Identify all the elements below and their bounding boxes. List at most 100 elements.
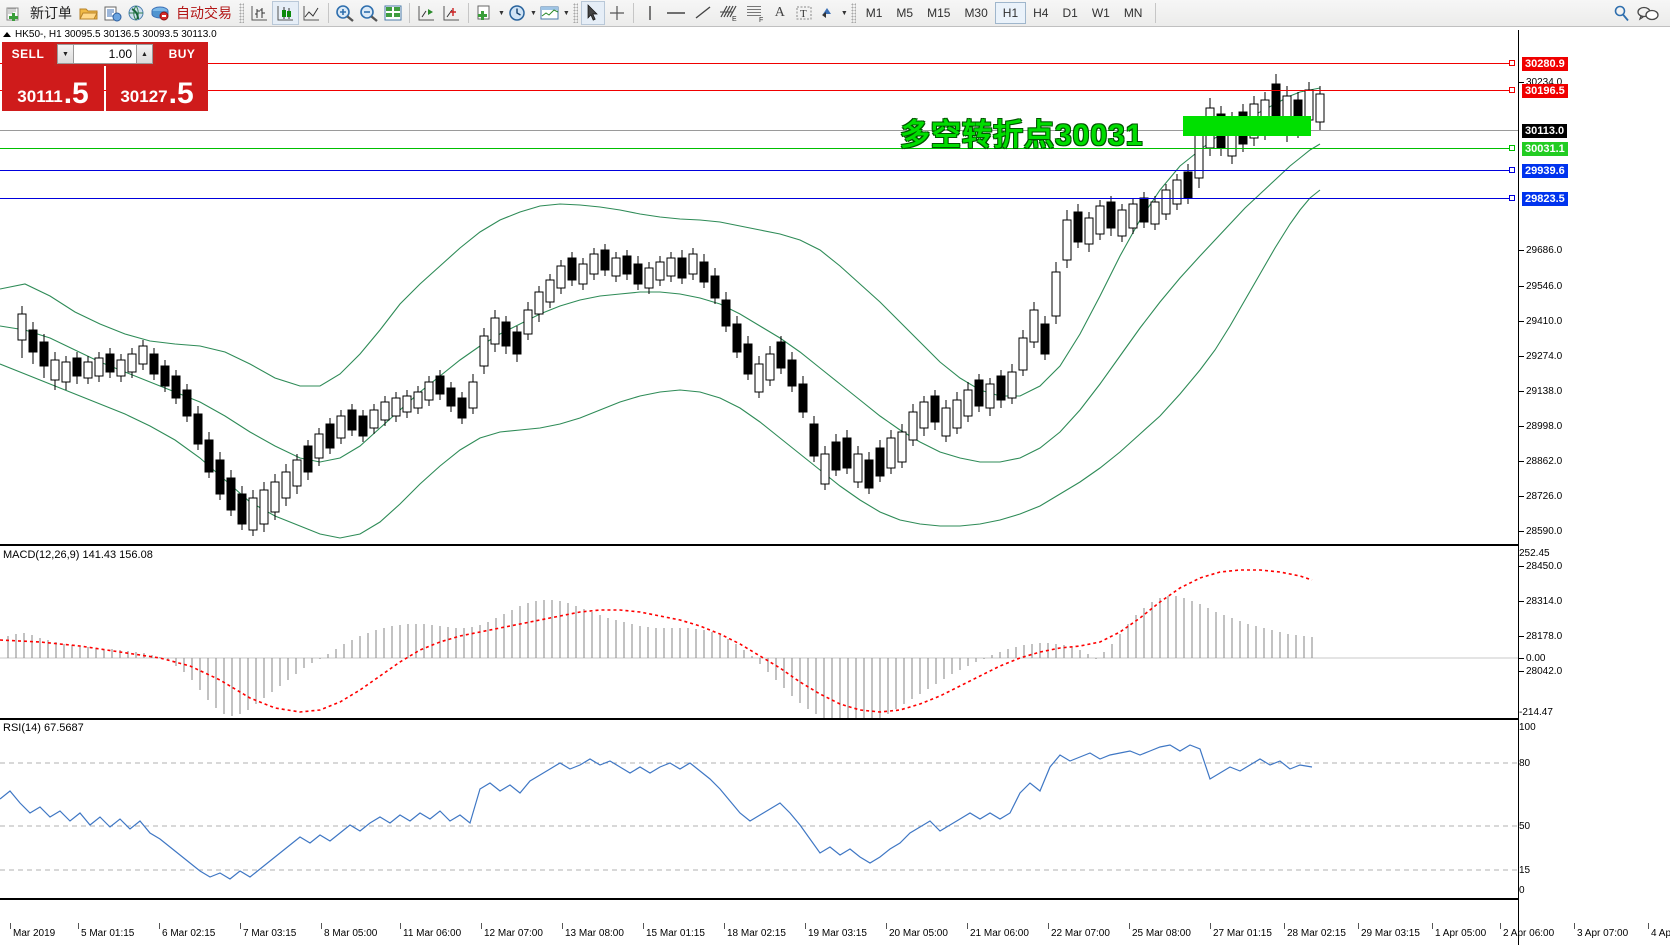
level-line-stop-level-red[interactable] xyxy=(0,90,1512,91)
sell-button[interactable]: SELL xyxy=(2,42,54,66)
vertical-line-icon[interactable] xyxy=(638,1,662,25)
chart-collapse-triangle-icon[interactable] xyxy=(3,32,11,37)
auto-trade-label[interactable]: 自动交易 xyxy=(176,5,232,21)
arrows-dropdown-caret[interactable]: ▼ xyxy=(840,9,848,17)
timeframe-d1[interactable]: D1 xyxy=(1062,6,1078,20)
trend-line-icon[interactable] xyxy=(690,1,716,25)
time-tick-9 xyxy=(724,923,725,929)
price-tag-stop-level-red[interactable]: 30196.5 xyxy=(1522,84,1568,98)
rsi-tick-100: 100 xyxy=(1519,722,1536,733)
time-label-6: 12 Mar 07:00 xyxy=(484,928,543,939)
arrows-icon[interactable] xyxy=(816,1,840,25)
globe-icon[interactable] xyxy=(124,1,148,25)
expert-advisor-icon[interactable] xyxy=(148,1,172,25)
zoom-in-icon[interactable] xyxy=(333,1,357,25)
bollinger-middle-band xyxy=(0,143,1321,463)
macd-pane[interactable] xyxy=(0,548,1518,720)
timeframe-h1[interactable]: H1 xyxy=(994,2,1027,24)
macd-histogram xyxy=(7,596,1313,720)
time-label-21: 4 Apr 08:00 xyxy=(1651,928,1670,939)
timeframe-m1[interactable]: M1 xyxy=(865,6,883,20)
timeframe-m30[interactable]: M30 xyxy=(964,6,988,20)
volume-input[interactable]: 1.00 xyxy=(74,44,136,64)
rsi-pane[interactable] xyxy=(0,721,1518,921)
toolbar-grip-3[interactable] xyxy=(850,3,856,23)
new-order-button[interactable] xyxy=(2,1,26,25)
price-tag-turning-point[interactable]: 30031.1 xyxy=(1522,142,1568,156)
new-object-dropdown-caret[interactable]: ▼ xyxy=(498,9,505,17)
price-tag-last-price[interactable]: 30113.0 xyxy=(1522,124,1568,138)
folder-icon[interactable] xyxy=(76,1,100,25)
text-label-icon[interactable]: T xyxy=(792,1,816,25)
bar-chart-icon[interactable] xyxy=(247,1,272,25)
level-handle-take-profit-upper[interactable] xyxy=(1509,60,1515,66)
price-tag-take-profit-upper[interactable]: 30280.9 xyxy=(1522,57,1568,71)
new-object-icon[interactable] xyxy=(473,1,497,25)
timeframe-w1[interactable]: W1 xyxy=(1091,6,1110,20)
rsi-tick-15: 15 xyxy=(1519,865,1531,876)
time-tick-18 xyxy=(1432,923,1433,929)
macd-tick-top: 252.45 xyxy=(1519,548,1550,559)
level-line-turning-point[interactable] xyxy=(0,148,1512,149)
level-line-support-blue-1[interactable] xyxy=(0,170,1512,171)
candlestick-icon[interactable] xyxy=(272,1,299,25)
rsi-label: RSI(14) 67.5687 xyxy=(3,722,84,734)
toolbar-grip[interactable] xyxy=(239,3,244,23)
elliott-wave-icon[interactable]: E xyxy=(716,1,742,25)
volume-control[interactable]: ▼ 1.00 ▲ xyxy=(54,42,156,66)
time-tick-10 xyxy=(805,923,806,929)
timeframe-m5[interactable]: M5 xyxy=(896,6,914,20)
one-click-trading-panel[interactable]: SELL ▼ 1.00 ▲ BUY 30111 .5 30127 .5 xyxy=(2,42,208,111)
indicator-dropdown-caret[interactable]: ▼ xyxy=(562,9,570,17)
level-line-take-profit-upper[interactable] xyxy=(0,63,1512,64)
toolbar-grip-2[interactable] xyxy=(572,3,578,23)
time-tick-11 xyxy=(886,923,887,929)
open-chart-icon[interactable] xyxy=(100,1,124,25)
time-label-11: 20 Mar 05:00 xyxy=(889,928,948,939)
highlight-zone[interactable] xyxy=(1183,116,1311,136)
line-chart-icon[interactable] xyxy=(299,1,324,25)
price-pane[interactable] xyxy=(0,34,1518,544)
level-handle-support-blue-2[interactable] xyxy=(1509,195,1515,201)
horizontal-line-icon[interactable] xyxy=(662,1,690,25)
time-label-9: 18 Mar 02:15 xyxy=(727,928,786,939)
new-order-label: 新订单 xyxy=(30,5,72,21)
volume-increment-button[interactable]: ▲ xyxy=(136,44,153,64)
chat-icon[interactable] xyxy=(1634,1,1662,25)
indicator-icon[interactable] xyxy=(537,1,562,25)
price-axis[interactable]: 30234.0 29686.0 29546.0 29410.0 29274.0 29138… xyxy=(1518,30,1670,945)
time-label-15: 27 Mar 01:15 xyxy=(1213,928,1272,939)
level-handle-stop-level-red[interactable] xyxy=(1509,87,1515,93)
period-icon[interactable] xyxy=(505,1,529,25)
cursor-icon[interactable] xyxy=(580,1,605,25)
time-tick-8 xyxy=(643,923,644,929)
volume-decrement-button[interactable]: ▼ xyxy=(57,44,74,64)
period-dropdown-caret[interactable]: ▼ xyxy=(529,9,537,17)
turning-point-annotation[interactable]: 多空转折点30031 xyxy=(900,119,1144,152)
crosshair-icon[interactable] xyxy=(605,1,629,25)
buy-button[interactable]: BUY xyxy=(156,42,208,66)
price-tag-support-blue-1[interactable]: 29939.6 xyxy=(1522,164,1568,178)
chart-canvas[interactable]: 多空转折点30031 MACD(12,26,9) 141.43 156.08 R… xyxy=(0,30,1670,945)
data-window-icon[interactable] xyxy=(414,1,439,25)
price-tick-2: 29546.0 xyxy=(1519,282,1562,292)
timeframe-mn[interactable]: MN xyxy=(1123,6,1143,20)
sell-price-display[interactable]: 30111 .5 xyxy=(2,66,104,111)
level-handle-turning-point[interactable] xyxy=(1509,145,1515,151)
zoom-out-icon[interactable] xyxy=(357,1,381,25)
sell-price-decimal: .5 xyxy=(63,77,89,110)
search-icon[interactable] xyxy=(1610,1,1634,25)
text-icon[interactable]: A xyxy=(774,5,785,20)
time-axis[interactable]: Mar 2019 5 Mar 01:15 6 Mar 02:15 7 Mar 03:1… xyxy=(0,923,1670,945)
level-line-support-blue-2[interactable] xyxy=(0,198,1512,199)
price-tag-support-blue-2[interactable]: 29823.5 xyxy=(1522,192,1568,206)
timeframe-h4[interactable]: H4 xyxy=(1033,6,1049,20)
fibonacci-icon[interactable]: F xyxy=(742,1,768,25)
buy-price-display[interactable]: 30127 .5 xyxy=(106,66,208,111)
level-handle-support-blue-1[interactable] xyxy=(1509,167,1515,173)
time-label-12: 21 Mar 06:00 xyxy=(970,928,1029,939)
tile-windows-icon[interactable] xyxy=(381,1,405,25)
navigator-icon[interactable] xyxy=(439,1,464,25)
timeframe-m15[interactable]: M15 xyxy=(927,6,951,20)
rsi-pane-divider xyxy=(0,718,1518,720)
